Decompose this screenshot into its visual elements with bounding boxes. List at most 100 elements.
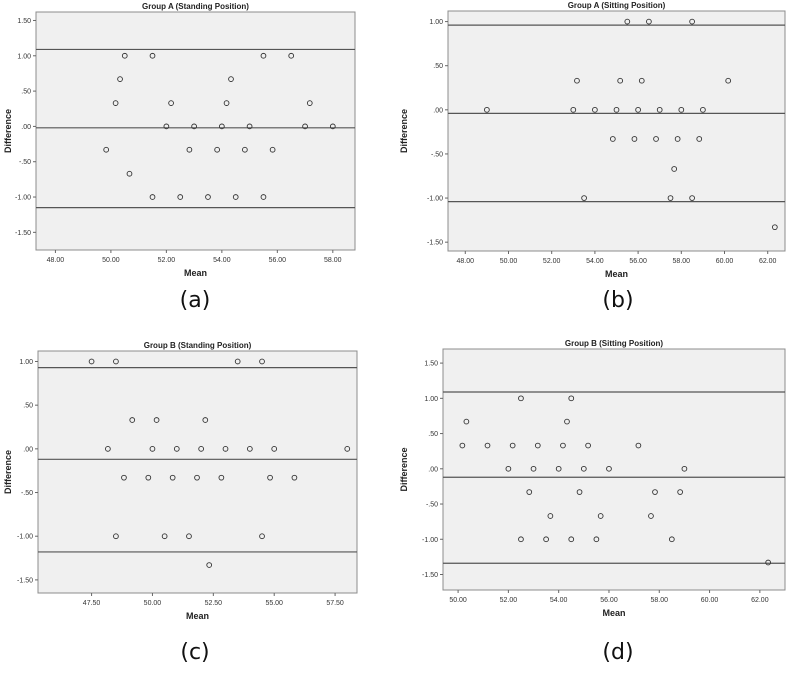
data-point — [218, 474, 225, 481]
x-tick-label: 60.00 — [716, 258, 734, 265]
data-point — [153, 417, 160, 423]
data-point — [173, 445, 180, 452]
data-point — [725, 77, 732, 84]
x-tick-label: 56.00 — [269, 257, 287, 264]
data-point — [149, 52, 156, 59]
y-tick-label: -1.50 — [422, 572, 438, 579]
data-point — [534, 442, 541, 449]
data-point — [638, 77, 645, 84]
data-point — [113, 533, 119, 540]
y-tick-label: 1.00 — [17, 53, 31, 60]
data-point — [574, 77, 580, 84]
plot-area — [442, 348, 786, 591]
chart-a: Group A (Standing Position) 1.50 1.00 .50 .0… — [3, 2, 356, 278]
data-point — [291, 474, 298, 481]
data-point — [484, 106, 490, 113]
data-point — [344, 445, 351, 452]
data-point — [246, 123, 253, 130]
data-point — [678, 106, 685, 113]
data-point — [168, 100, 174, 106]
data-point — [234, 358, 241, 365]
x-tick-label: 58.00 — [650, 597, 668, 604]
y-tick-label: .00 — [23, 446, 33, 453]
data-point — [606, 465, 612, 472]
data-point — [648, 513, 654, 519]
y-tick-label: .50 — [23, 403, 33, 410]
data-point — [518, 395, 524, 402]
data-point — [329, 123, 336, 130]
chart-title: Group A (Standing Position) — [142, 2, 249, 11]
x-tick-label: 60.00 — [701, 597, 719, 604]
data-point — [206, 562, 213, 568]
x-tick-label: 58.00 — [324, 257, 342, 264]
data-point — [677, 489, 683, 495]
panel-label-d: (d) — [602, 640, 634, 665]
y-axis-label: Difference — [3, 450, 13, 494]
data-point — [177, 194, 184, 200]
data-point — [580, 465, 587, 472]
chart-title: Group A (Sitting Position) — [568, 1, 666, 10]
plot-area — [35, 11, 356, 251]
data-point — [288, 52, 295, 59]
x-axis-label: Mean — [605, 269, 628, 279]
data-point — [105, 445, 111, 452]
y-tick-label: -.50 — [426, 502, 438, 509]
data-point — [668, 536, 675, 543]
chart-d: Group B (Sitting Position) 1.50 1.00 .50 .00… — [399, 339, 786, 618]
x-tick-label: 54.00 — [550, 597, 568, 604]
data-point — [700, 106, 706, 113]
data-point — [652, 489, 658, 495]
data-point — [113, 358, 119, 365]
data-point — [214, 146, 220, 153]
x-tick-label: 52.50 — [205, 600, 223, 607]
x-axis-label: Mean — [602, 608, 625, 618]
y-tick-label: 1.00 — [429, 19, 443, 26]
y-tick-label: -.50 — [21, 490, 33, 497]
data-point — [202, 417, 209, 423]
data-point — [228, 76, 234, 82]
x-tick-label: 62.00 — [759, 258, 777, 265]
data-point — [260, 52, 267, 59]
data-point — [631, 136, 638, 142]
panel-label-c: (c) — [180, 640, 210, 665]
y-tick-label: .50 — [433, 63, 443, 70]
data-point — [696, 136, 703, 142]
data-point — [555, 465, 562, 472]
x-tick-label: 58.00 — [673, 258, 691, 265]
data-point — [117, 76, 123, 82]
x-tick-label: 54.00 — [213, 257, 231, 264]
data-point — [121, 474, 127, 481]
data-point — [609, 136, 616, 142]
data-point — [543, 536, 549, 543]
x-tick-label: 54.00 — [586, 258, 604, 265]
data-point — [302, 123, 308, 130]
data-point — [635, 106, 641, 113]
data-point — [593, 536, 600, 543]
data-point — [484, 442, 491, 449]
data-point — [560, 442, 566, 449]
chart-title: Group B (Sitting Position) — [565, 339, 664, 348]
y-tick-label: .50 — [21, 89, 31, 96]
data-point — [597, 513, 604, 519]
data-point — [568, 536, 575, 543]
x-tick-label: 62.00 — [751, 597, 769, 604]
data-point — [624, 18, 631, 25]
data-point — [259, 533, 265, 540]
x-axis-label: Mean — [184, 268, 207, 278]
x-tick-label: 57.50 — [326, 600, 344, 607]
data-point — [306, 100, 313, 106]
data-point — [570, 106, 577, 113]
y-tick-label: .00 — [428, 466, 438, 473]
data-point — [163, 123, 170, 130]
x-tick-label: 48.00 — [47, 257, 65, 264]
data-point — [223, 100, 230, 106]
x-tick-label: 50.00 — [449, 597, 467, 604]
y-tick-label: -.50 — [431, 151, 443, 158]
x-tick-label: 56.00 — [629, 258, 647, 265]
y-tick-label: .00 — [433, 107, 443, 114]
data-point — [564, 418, 570, 425]
x-tick-label: 48.00 — [457, 258, 475, 265]
y-tick-label: 1.50 — [17, 18, 31, 25]
y-axis-label: Difference — [3, 109, 13, 153]
panel-label-b: (b) — [602, 288, 634, 313]
